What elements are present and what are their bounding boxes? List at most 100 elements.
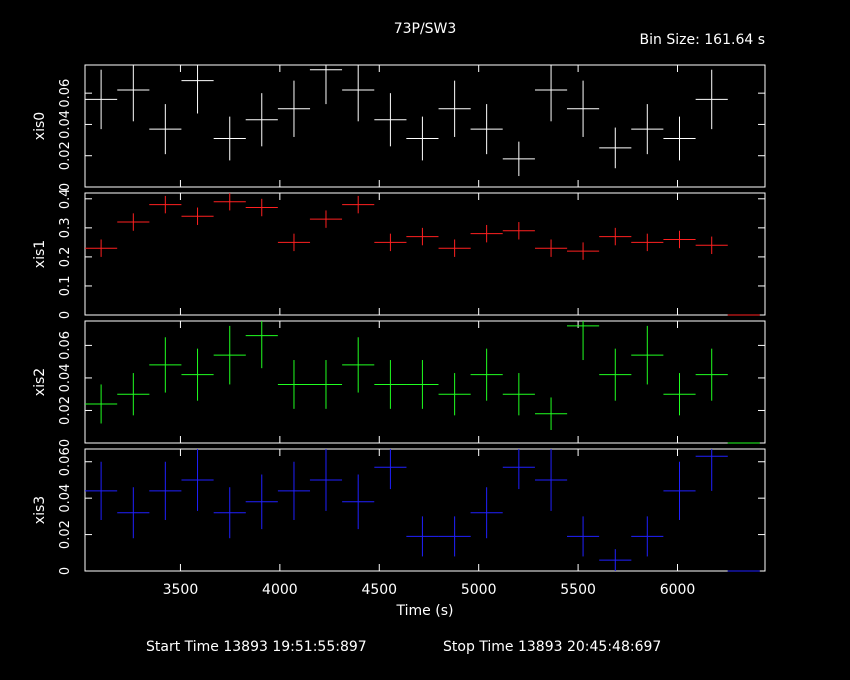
y-axis-label: xis2 (32, 368, 48, 396)
data-point (342, 195, 375, 214)
data-point (85, 461, 118, 521)
data-point (213, 325, 246, 385)
y-tick-label: 0.4 (58, 188, 73, 209)
y-tick-label: 0 (58, 567, 73, 575)
panel-frame (84, 192, 766, 316)
data-point (470, 104, 503, 155)
data-point (470, 348, 503, 401)
panel-frame (84, 320, 766, 444)
chart-title: 73P/SW3 (394, 21, 457, 37)
data-point (534, 239, 568, 257)
data-point (181, 348, 214, 401)
data-point (213, 193, 246, 211)
data-point (534, 65, 568, 122)
data-point (277, 461, 311, 521)
data-point (245, 321, 278, 369)
data-point (117, 65, 150, 122)
data-point (277, 80, 311, 137)
data-point (309, 210, 343, 228)
panel-xis2: 0 0.02 0.04 0.06 xis2 (32, 320, 766, 447)
y-tick-label: 0.04 (58, 484, 73, 513)
data-point (502, 449, 535, 490)
data-point (342, 65, 375, 122)
y-axis-label: xis1 (32, 240, 48, 268)
data-point (631, 233, 664, 252)
data-point (567, 80, 600, 137)
data-point (631, 325, 664, 385)
data-point (695, 348, 728, 401)
data-point (85, 239, 118, 257)
y-tick-label: 0.06 (58, 447, 73, 476)
data-point (213, 116, 246, 161)
data-point (631, 104, 664, 155)
x-tick-label: 3500 (163, 582, 199, 598)
data-point (149, 461, 182, 521)
y-axis-label: xis0 (32, 112, 48, 140)
data-point (342, 474, 375, 530)
data-point (117, 373, 150, 416)
panel-frame (84, 448, 766, 572)
panel-xis0: 0 0.02 0.04 0.06 xis0 (32, 64, 766, 191)
data-point (149, 337, 182, 393)
data-point (599, 127, 632, 169)
x-tick-label: 6000 (660, 582, 696, 598)
data-point (599, 549, 632, 571)
data-point (374, 449, 407, 490)
data-point (663, 461, 696, 521)
data-point (502, 141, 535, 177)
data-point (245, 198, 278, 217)
data-point (438, 239, 471, 257)
y-tick-label: 0.1 (58, 276, 73, 297)
data-point (309, 449, 343, 511)
data-point (406, 360, 439, 409)
data-point (85, 69, 118, 130)
data-point (309, 65, 343, 105)
panel-xis1: 0 0.1 0.2 0.3 0.4 xis1 (32, 188, 766, 319)
data-point (438, 373, 471, 416)
data-point (438, 80, 471, 137)
data-point (149, 195, 182, 214)
data-point (567, 242, 600, 260)
y-tick-label: 0.02 (58, 141, 73, 170)
data-point (181, 65, 214, 114)
data-point (438, 516, 471, 557)
x-tick-label: 5500 (560, 582, 596, 598)
data-point (663, 230, 696, 249)
y-tick-label: 0.04 (58, 110, 73, 139)
data-point (245, 474, 278, 530)
y-tick-label: 0.06 (58, 79, 73, 108)
panel-frame (84, 64, 766, 188)
data-point (406, 227, 439, 246)
x-tick-label: 5000 (461, 582, 497, 598)
data-point (695, 449, 728, 491)
data-point (277, 233, 311, 252)
x-tick-label: 4500 (361, 582, 397, 598)
data-point (534, 397, 568, 430)
data-point (567, 321, 600, 361)
data-point (631, 516, 664, 557)
data-point (213, 487, 246, 539)
data-point (277, 360, 311, 409)
stop-time-label: Stop Time 13893 20:45:48:697 (443, 639, 661, 655)
data-point (245, 93, 278, 147)
y-tick-label: 0.04 (58, 363, 73, 392)
data-point (470, 487, 503, 539)
data-point (534, 449, 568, 511)
y-tick-label: 0.06 (58, 331, 73, 360)
y-tick-label: 0 (58, 439, 73, 447)
start-time-label: Start Time 13893 19:51:55:897 (146, 639, 367, 655)
data-point (374, 360, 407, 409)
y-tick-label: 0.02 (58, 396, 73, 425)
data-point (342, 337, 375, 393)
panel-xis3: 0 0.02 0.04 0.06 xis3 3500 4000 4500 5000 5500 600… (32, 447, 766, 598)
data-point (695, 236, 728, 254)
data-point (599, 348, 632, 401)
data-point (663, 116, 696, 161)
data-point (117, 213, 150, 231)
bin-size-label: Bin Size: 161.64 s (640, 32, 765, 48)
x-tick-label: 4000 (262, 582, 298, 598)
data-point (85, 384, 118, 424)
data-point (181, 449, 214, 511)
